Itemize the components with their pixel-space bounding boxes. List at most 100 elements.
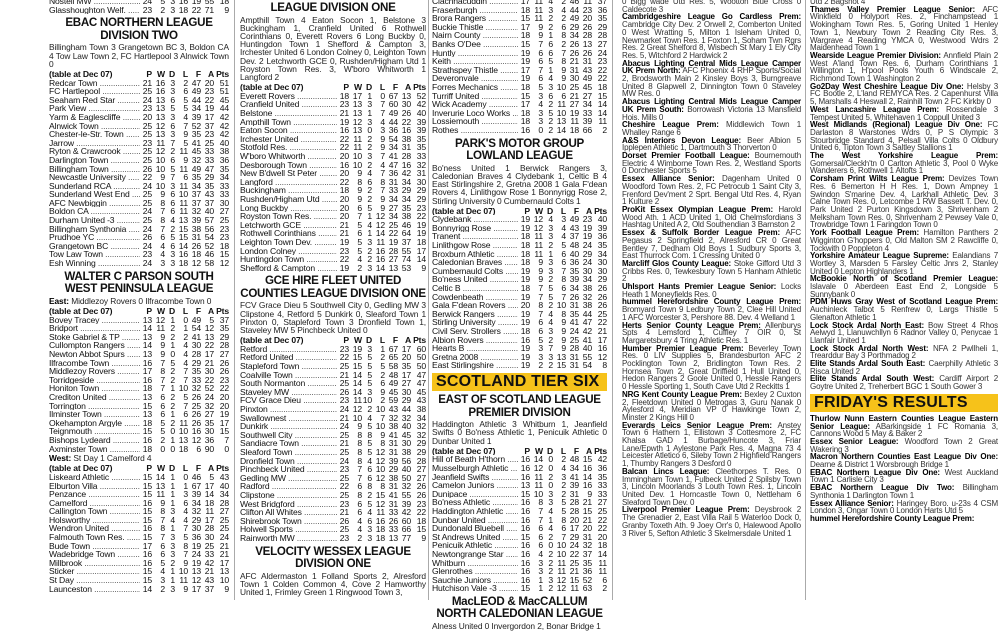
stat-cell: 25 xyxy=(339,447,349,457)
stat-cell: 77 xyxy=(401,532,411,543)
stat-cell: 38 xyxy=(582,300,592,311)
stat-cell: 7 xyxy=(183,400,188,411)
stat-cell: 7 xyxy=(357,464,362,475)
stat-cell: 2 xyxy=(170,417,175,428)
team-name: Prudhoe YC xyxy=(49,233,140,242)
stat-cell: 13 xyxy=(204,331,214,342)
table-row: Berwick Rangers19748354425 xyxy=(432,310,607,319)
stat-cell: 26 xyxy=(597,300,607,311)
table-row: Stapleford Town251555583550 xyxy=(240,362,426,371)
stat-cell: 3 xyxy=(367,150,372,161)
column-header: Pts xyxy=(413,82,426,93)
table-row: Teignmouth155010163015 xyxy=(49,427,229,436)
stat-cell: 39 xyxy=(569,274,579,285)
stat-cell: 12 xyxy=(375,211,385,222)
stat-cell: 2 xyxy=(561,480,566,491)
stat-cell: 31 xyxy=(569,360,579,371)
team-name: Ilminster Town xyxy=(49,410,140,419)
stat-cell: 17 xyxy=(416,245,426,256)
league-name: The West Yorkshire League Prem: xyxy=(810,151,998,161)
stat-cell: 46 xyxy=(204,249,214,260)
stat-cell: 42 xyxy=(219,129,229,140)
stat-cell: 28 xyxy=(569,497,579,508)
stat-cell: 5 xyxy=(548,283,553,294)
stat-cell: 29 xyxy=(204,172,214,183)
stat-cell: 7 xyxy=(561,531,566,542)
team-name: Langford xyxy=(240,178,337,187)
league-name: Thurlow Nunn Eastern Counties League Eas… xyxy=(810,413,998,431)
stat-cell: 8 xyxy=(160,197,165,208)
team-name: St Andrews United xyxy=(432,533,518,542)
team-name: Callington Town xyxy=(49,507,140,516)
stat-cell: 32 xyxy=(191,506,201,517)
stat-cell: 36 xyxy=(388,168,398,179)
stat-cell: 10 xyxy=(375,421,385,432)
stat-cell: 49 xyxy=(191,86,201,97)
stat-cell: 10 xyxy=(362,395,372,406)
team-name: Sleaford Town xyxy=(240,448,337,457)
stat-cell: 49 xyxy=(582,73,592,84)
stat-cell: 25 xyxy=(204,540,214,551)
stat-cell: 39 xyxy=(416,125,426,136)
table-row: Coalville Town211452481747 xyxy=(240,371,426,380)
result-item: West Midlands (Regional) League Div One:… xyxy=(810,121,998,152)
stat-cell: 2 xyxy=(183,331,188,342)
results-text: AFC Aldermaston 1 Folland Sports 2, Alre… xyxy=(240,570,426,598)
table-row: Ryton & Crawcrook2512211453338 xyxy=(49,147,229,156)
stat-cell: 19 xyxy=(520,343,530,354)
stat-cell: 2 xyxy=(548,583,553,594)
league-heading: VELOCITY WESSEX LEAGUE DIVISION ONE xyxy=(255,544,411,571)
league-name: Cambridgeshire League Go Cardless Prem: xyxy=(622,12,801,22)
stat-cell: 11 xyxy=(205,506,214,517)
stat-cell: 2 xyxy=(170,391,175,402)
stat-cell: 12 xyxy=(375,455,385,466)
stat-cell: 17 xyxy=(142,366,152,377)
team-name: Honiton Town xyxy=(49,384,140,393)
stat-cell: 8 xyxy=(367,429,372,440)
stat-cell: 13 xyxy=(142,391,152,402)
table-row: Axminster Town1800186900 xyxy=(49,444,229,454)
stat-cell: 2 xyxy=(548,300,553,311)
column-header: Pts xyxy=(216,306,229,317)
stat-cell: 13 xyxy=(155,94,165,105)
stat-cell: 2 xyxy=(170,331,175,342)
stat-cell: 3 xyxy=(170,129,175,140)
team-name: Linlithgow Rose xyxy=(432,241,518,250)
stat-cell: 3 xyxy=(367,343,372,354)
stat-cell: 7 xyxy=(380,108,385,118)
stat-cell: 19 xyxy=(520,291,530,302)
stat-cell: 4 xyxy=(367,219,372,230)
stat-cell: 9 xyxy=(160,172,165,183)
stat-cell: 4 xyxy=(357,254,362,265)
stat-cell: 54 xyxy=(204,232,214,243)
stat-cell: 3 xyxy=(170,86,175,97)
stat-cell: 26 xyxy=(191,417,201,428)
column-header: P xyxy=(146,306,152,317)
stat-cell: 2 xyxy=(170,557,175,568)
league-table: Clachnacuddin171142461137Fraserburgh1811… xyxy=(432,0,607,135)
team-name: Shefford & Campton xyxy=(240,264,337,273)
stat-cell: 3 xyxy=(367,262,372,273)
stat-cell: 38 xyxy=(401,133,411,144)
stat-cell: 5 xyxy=(538,334,543,345)
stat-cell: 15 xyxy=(142,400,152,411)
stat-cell: 11 xyxy=(376,507,385,518)
table-row: Buckingham18927332929 xyxy=(240,186,426,195)
table-row: Newcastle University22976352934 xyxy=(49,173,229,182)
result-scores: Helsby 3 FC Bootle 2, L'land REMYCA Res.… xyxy=(810,81,998,107)
stat-cell: 4 xyxy=(548,0,553,6)
stat-cell: 7 xyxy=(170,137,175,148)
team-name: Keith xyxy=(432,57,518,66)
stat-cell: 39 xyxy=(597,222,607,233)
table-row: Seaham Red Star241365442245 xyxy=(49,96,229,105)
stat-cell: 60 xyxy=(401,515,411,526)
stat-cell: 25 xyxy=(597,505,607,516)
stat-cell: 12 xyxy=(155,120,165,131)
stat-cell: 8 xyxy=(357,455,362,466)
table-row: Redcar Town211632472051 xyxy=(49,78,229,88)
stat-cell: 14 xyxy=(142,323,152,334)
table-caption: (table at Dec 07) xyxy=(49,464,113,473)
table-row: Inverurie Loco Works183510193314 xyxy=(432,109,607,118)
stat-cell: 18 xyxy=(520,240,530,251)
table-row: Bovey Tracey13121049537 xyxy=(49,316,229,325)
